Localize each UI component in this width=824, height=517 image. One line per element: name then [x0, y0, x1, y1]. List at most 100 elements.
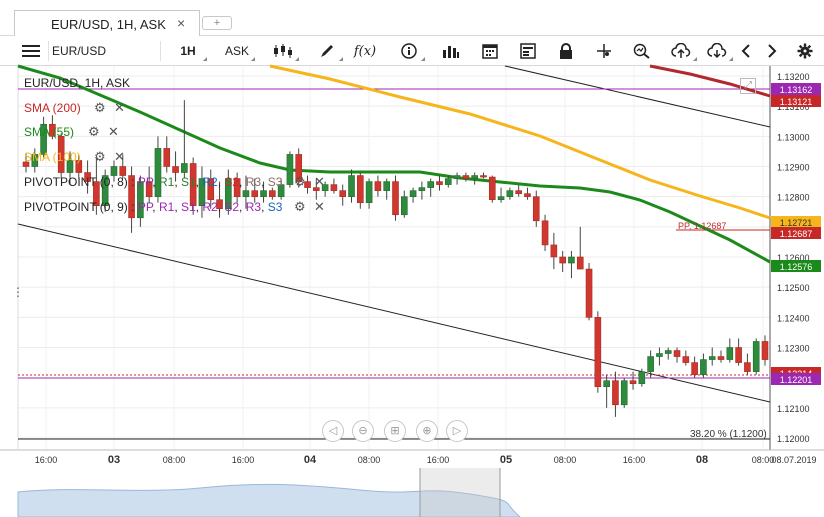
pivot-s3: S3: [267, 200, 283, 214]
chevron-left-icon[interactable]: ◁: [322, 420, 344, 442]
time-tick-label: 08:00: [752, 455, 775, 465]
sma-55-label[interactable]: SMA (55): [24, 125, 75, 139]
chart-type-button[interactable]: [266, 39, 300, 63]
candle-body: [453, 175, 461, 179]
drag-handle-icon[interactable]: ⋮: [12, 285, 24, 299]
price-tick-label: 1.12800: [777, 193, 810, 203]
volume-button[interactable]: [436, 39, 466, 63]
tab-close-icon[interactable]: ×: [177, 15, 186, 31]
expand-icon[interactable]: ⤢: [740, 78, 756, 94]
candle-body: [541, 220, 549, 246]
close-icon[interactable]: ✕: [114, 149, 125, 164]
scroll-back-button[interactable]: [736, 39, 756, 63]
candle-body: [313, 187, 320, 191]
close-icon[interactable]: ✕: [114, 100, 125, 115]
candle-body: [225, 178, 232, 210]
lock-button[interactable]: [552, 39, 580, 63]
sma-lines: [17, 64, 771, 264]
price-type-select[interactable]: ASK: [218, 39, 256, 63]
price-tick-label: 1.13100: [777, 102, 810, 112]
chevron-right-icon: [768, 44, 777, 58]
tab-bar: EUR/USD, 1H, ASK × +: [0, 0, 824, 36]
price-badge-label: 1.12576: [780, 262, 813, 272]
info-button[interactable]: [392, 39, 426, 63]
template-button[interactable]: [514, 39, 542, 63]
price-type-label: ASK: [224, 44, 249, 58]
pivot-name: PIVOTPOINT (0, 9): [24, 200, 128, 214]
info-icon: [401, 43, 417, 59]
price-tick-label: 1.12900: [777, 163, 810, 173]
pp-level-label: PP, 1.12687: [678, 221, 727, 231]
chart-toolbar: 1H ASK f(x): [0, 36, 824, 66]
candle-body: [163, 148, 171, 167]
gear-icon: [797, 43, 813, 59]
candle-body: [383, 181, 391, 191]
pivot-r3: R3: [245, 200, 262, 214]
time-tick-label: 08: [696, 454, 708, 466]
sma-200-label[interactable]: SMA (200): [24, 101, 81, 115]
function-icon: f(x): [353, 43, 377, 59]
gear-icon[interactable]: ⚙: [294, 174, 306, 189]
symbol-input[interactable]: [52, 41, 152, 61]
gear-icon[interactable]: ⚙: [94, 100, 106, 115]
candle-body: [207, 178, 215, 200]
download-button[interactable]: [700, 39, 734, 63]
zoom-out-icon[interactable]: ⊖: [352, 420, 374, 442]
indicators-button[interactable]: f(x): [348, 39, 382, 63]
toolbar-divider: [48, 41, 49, 61]
sma-100-label[interactable]: SMA (100): [24, 150, 81, 164]
time-tick-label: 04: [304, 454, 317, 466]
chevron-right-icon[interactable]: ▷: [446, 420, 468, 442]
hamburger-icon: [22, 45, 40, 57]
gear-icon[interactable]: ⚙: [294, 199, 306, 214]
zoom-button[interactable]: [628, 39, 656, 63]
candle-body: [568, 256, 575, 264]
candle-body: [49, 123, 56, 137]
close-icon[interactable]: ✕: [314, 199, 325, 214]
candle-body: [620, 380, 628, 406]
zoom-in-icon[interactable]: ⊕: [416, 420, 438, 442]
gear-icon[interactable]: ⚙: [94, 149, 106, 164]
candle-body: [717, 356, 725, 360]
timeframe-select[interactable]: 1H: [168, 39, 208, 63]
settings-button[interactable]: [794, 39, 816, 63]
candle-body: [233, 178, 241, 197]
sma-200-line: [649, 64, 771, 98]
candle-body: [260, 190, 267, 197]
close-icon[interactable]: ✕: [108, 124, 119, 139]
calendar-button[interactable]: [476, 39, 504, 63]
time-tick-label: 16:00: [427, 455, 450, 465]
candle-body: [93, 181, 100, 207]
chart-tab[interactable]: EUR/USD, 1H, ASK ×: [14, 10, 200, 36]
pivot-9-label[interactable]: PIVOTPOINT (0, 9) : PP, R1, S1, R2, S2, …: [24, 200, 283, 214]
upload-button[interactable]: [664, 39, 698, 63]
fibonacci-level-label: 38.20 % (1.1200): [690, 429, 767, 440]
pivot-s1: S1: [180, 175, 196, 189]
candle-body: [427, 181, 434, 188]
pivot-8-label[interactable]: PIVOTPOINT (0, 8) : PP, R1, S1, R2, S2, …: [24, 175, 283, 189]
pivot-s3: S3: [267, 175, 283, 189]
tab-title: EUR/USD, 1H, ASK: [51, 17, 166, 32]
reset-zoom-icon[interactable]: ⊞: [384, 420, 406, 442]
crosshair-button[interactable]: [590, 39, 618, 63]
draw-tool-button[interactable]: [310, 39, 344, 63]
price-tick-label: 1.12000: [777, 434, 810, 444]
sma-100-line: [269, 64, 771, 220]
price-badge-label: 1.12721: [780, 218, 813, 228]
price-tick-label: 1.12100: [777, 404, 810, 414]
close-icon[interactable]: ✕: [314, 174, 325, 189]
time-tick-label: 16:00: [35, 455, 58, 465]
scroll-forward-button[interactable]: [762, 39, 782, 63]
pivot-pp: PP: [137, 200, 153, 214]
add-tab-button[interactable]: +: [202, 16, 232, 30]
candle-body: [532, 196, 540, 222]
candle-body: [295, 154, 303, 182]
trendline-upper: [504, 65, 771, 128]
candle-body: [84, 172, 91, 182]
candle-body: [656, 353, 663, 357]
pivot-r2: R2: [202, 200, 218, 214]
candle-body: [594, 317, 602, 388]
menu-button[interactable]: [18, 39, 44, 63]
gear-icon[interactable]: ⚙: [88, 124, 100, 139]
